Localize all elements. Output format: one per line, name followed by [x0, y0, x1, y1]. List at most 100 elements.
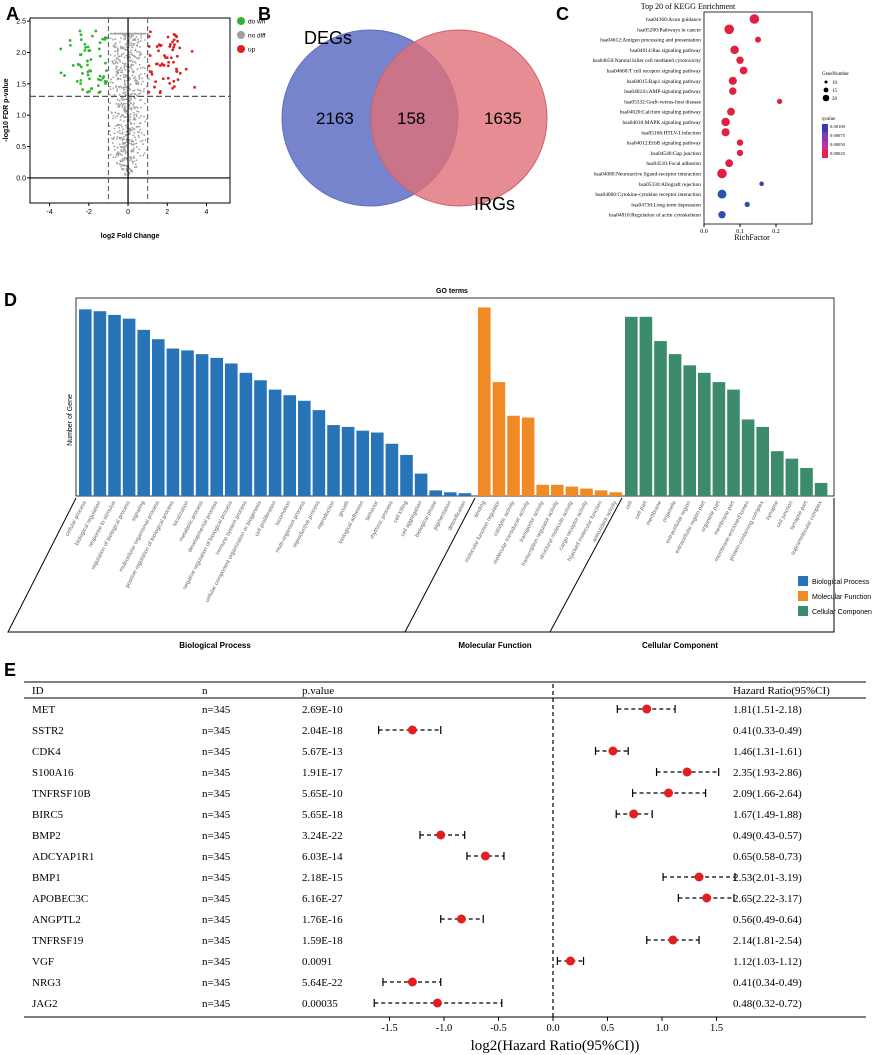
- forest-header-id: ID: [32, 685, 44, 697]
- volcano-legend-swatch: [237, 45, 245, 53]
- volcano-point-nodiff: [140, 106, 142, 109]
- volcano-point-down: [59, 47, 63, 51]
- volcano-point-nodiff: [143, 152, 146, 155]
- volcano-point-nodiff: [131, 129, 134, 131]
- forest-row-pvalue: 1.76E-16: [302, 914, 343, 926]
- volcano-point-nodiff: [133, 128, 136, 131]
- forest-row-id: BIRC5: [32, 809, 64, 821]
- volcano-point-nodiff: [117, 105, 120, 108]
- kegg-legend-size-swatch: [823, 87, 829, 93]
- go-bar: [444, 492, 457, 496]
- go-legend-swatch: [798, 606, 808, 616]
- volcano-point-nodiff: [114, 45, 117, 48]
- go-legend-label: Molecular Function: [812, 594, 871, 601]
- volcano-point-nodiff: [130, 122, 132, 125]
- volcano-point-down: [83, 48, 87, 52]
- volcano-point-nodiff: [128, 83, 131, 86]
- volcano-point-down: [79, 38, 83, 42]
- volcano-point-up: [150, 72, 154, 76]
- volcano-point-nodiff: [130, 53, 133, 55]
- volcano-point-nodiff: [123, 79, 126, 82]
- forest-x-tick-label: 1.5: [710, 1023, 723, 1034]
- forest-row-pvalue: 5.65E-10: [302, 788, 343, 800]
- volcano-point-up: [168, 81, 172, 85]
- forest-point: [407, 725, 417, 735]
- volcano-point-nodiff: [134, 55, 137, 58]
- volcano-point-nodiff: [142, 154, 145, 157]
- volcano-point-nodiff: [128, 77, 131, 80]
- volcano-point-down: [96, 84, 100, 88]
- volcano-point-nodiff: [124, 68, 127, 71]
- volcano-point-down: [90, 34, 94, 38]
- volcano-point-nodiff: [119, 78, 122, 80]
- volcano-point-nodiff: [116, 161, 119, 164]
- kegg-legend-color-label: 0.00050: [830, 142, 846, 147]
- volcano-point-nodiff: [129, 168, 132, 170]
- volcano-x-tick-label: 0: [126, 209, 130, 216]
- volcano-point-down: [88, 69, 92, 72]
- volcano-point-nodiff: [133, 106, 136, 109]
- volcano-x-tick-label: -4: [46, 209, 52, 216]
- forest-row-id: S100A16: [32, 767, 74, 779]
- volcano-point-nodiff: [111, 60, 114, 63]
- kegg-point: [727, 107, 735, 116]
- volcano-point-up: [163, 54, 166, 57]
- volcano-point-nodiff: [125, 144, 128, 147]
- volcano-point-nodiff: [133, 42, 136, 45]
- kegg-dot-plot: Top 20 of KEGG Enrichment hsa04360:Axon …: [593, 2, 850, 242]
- volcano-point-nodiff: [128, 37, 131, 40]
- volcano-point-nodiff: [123, 105, 126, 107]
- volcano-point-nodiff: [112, 44, 115, 47]
- volcano-point-nodiff: [124, 38, 127, 40]
- volcano-point-down: [79, 53, 83, 56]
- panel-label-b: B: [258, 4, 271, 24]
- venn-circle-irgs: [370, 29, 548, 207]
- volcano-point-nodiff: [114, 86, 117, 89]
- forest-row-n: n=345: [202, 851, 231, 863]
- forest-row-n: n=345: [202, 767, 231, 779]
- go-category-label: cellular component organization or bioge…: [205, 500, 264, 603]
- volcano-point-nodiff: [133, 89, 136, 92]
- volcano-point-nodiff: [131, 60, 134, 63]
- forest-row-pvalue: 2.18E-15: [302, 872, 343, 884]
- volcano-point-nodiff: [129, 116, 132, 118]
- go-bar: [79, 309, 92, 496]
- kegg-term-label: hsa04010:MAPK signaling pathway: [623, 120, 702, 126]
- volcano-point-nodiff: [109, 37, 112, 40]
- go-bars: [79, 307, 828, 496]
- volcano-point-nodiff: [109, 153, 112, 156]
- volcano-point-nodiff: [131, 139, 134, 141]
- volcano-point-nodiff: [133, 122, 136, 125]
- forest-row-hr: 2.35(1.93-2.86): [733, 767, 802, 779]
- volcano-point-nodiff: [132, 111, 135, 114]
- volcano-point-down: [85, 59, 89, 63]
- forest-x-tick-label: 0.5: [601, 1023, 614, 1034]
- volcano-point-down: [98, 74, 102, 78]
- volcano-point-nodiff: [139, 154, 142, 157]
- volcano-point-nodiff: [135, 35, 138, 38]
- kegg-term-label: hsa05166:HTLV-I infection: [641, 129, 701, 136]
- volcano-point-nodiff: [141, 139, 144, 142]
- volcano-point-down: [88, 77, 91, 81]
- volcano-point-nodiff: [115, 102, 118, 105]
- volcano-point-nodiff: [136, 152, 139, 154]
- volcano-axes: -4 -2 0 2 4 0.0 0.5 1.0 1.5 2.0 2.5: [16, 18, 230, 216]
- volcano-point-nodiff: [148, 78, 150, 81]
- volcano-point-up: [172, 79, 176, 83]
- volcano-point-nodiff: [123, 135, 125, 138]
- volcano-point-nodiff: [114, 156, 117, 159]
- go-legend-swatch: [798, 576, 808, 586]
- volcano-point-down: [98, 54, 102, 58]
- kegg-term-label: hsa04014:Ras signaling pathway: [630, 48, 701, 54]
- volcano-point-nodiff: [143, 134, 146, 136]
- go-bar: [327, 425, 340, 496]
- forest-row-id: TNFRSF19: [32, 935, 84, 947]
- volcano-point-nodiff: [115, 67, 117, 70]
- forest-row-pvalue: 3.24E-22: [302, 830, 343, 842]
- kegg-term-label: hsa04020:Calcium signaling pathway: [620, 110, 701, 116]
- volcano-point-nodiff: [130, 36, 133, 39]
- forest-point: [436, 830, 446, 840]
- volcano-point-nodiff: [132, 134, 134, 137]
- volcano-point-nodiff: [112, 76, 115, 79]
- volcano-point-nodiff: [129, 60, 131, 62]
